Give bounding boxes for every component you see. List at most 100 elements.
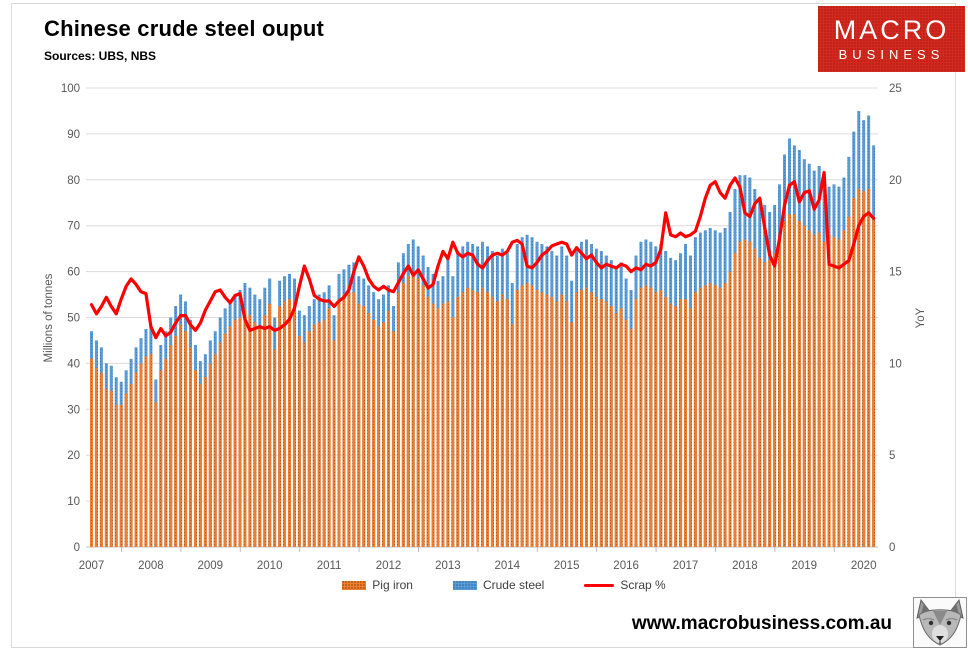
bar-pig-iron xyxy=(297,335,301,547)
bar-pig-iron xyxy=(129,384,133,547)
bar-pig-iron xyxy=(634,299,638,547)
axis-tick-label: 20 xyxy=(889,175,902,187)
pig-iron-swatch-icon xyxy=(342,580,367,590)
bar-pig-iron xyxy=(109,390,113,547)
bar-pig-iron xyxy=(461,292,465,547)
bar-pig-iron xyxy=(446,301,450,547)
bar-pig-iron xyxy=(90,358,93,547)
x-axis-year-label: 2014 xyxy=(495,560,521,572)
sources-note: Sources: UBS, NBS xyxy=(44,49,157,63)
bar-pig-iron xyxy=(669,303,673,547)
bar-pig-iron xyxy=(560,294,564,547)
axis-tick-label: 70 xyxy=(67,221,80,233)
bar-pig-iron xyxy=(347,292,351,547)
bar-pig-iron xyxy=(852,198,856,547)
bar-pig-iron xyxy=(193,370,197,547)
axis-tick-label: 0 xyxy=(889,542,895,554)
bar-pig-iron xyxy=(505,299,509,547)
bar-pig-iron xyxy=(144,356,148,547)
bar-pig-iron xyxy=(797,221,801,548)
bar-pig-iron xyxy=(832,237,836,548)
bar-pig-iron xyxy=(342,294,346,547)
x-axis-year-label: 2019 xyxy=(792,560,818,572)
bar-pig-iron xyxy=(184,331,188,547)
x-axis-year-label: 2011 xyxy=(317,560,342,572)
bar-pig-iron xyxy=(609,306,613,547)
bar-pig-iron xyxy=(382,322,386,547)
bar-pig-iron xyxy=(223,333,227,547)
logo-text-macro: MACRO xyxy=(833,15,950,46)
logo-text-business: BUSINESS xyxy=(838,46,945,62)
bar-pig-iron xyxy=(654,292,658,547)
legend-label: Pig iron xyxy=(372,578,413,592)
bar-pig-iron xyxy=(114,404,118,547)
bar-pig-iron xyxy=(357,303,361,547)
bar-pig-iron xyxy=(708,283,712,547)
x-axis-year-label: 2020 xyxy=(851,560,877,572)
bar-pig-iron xyxy=(322,319,326,547)
bar-pig-iron xyxy=(679,299,683,547)
bar-pig-iron xyxy=(258,326,262,547)
bar-pig-iron xyxy=(302,342,306,547)
bar-pig-iron xyxy=(723,283,727,547)
right-axis-title: YoY xyxy=(915,307,927,328)
axis-tick-label: 50 xyxy=(67,313,80,325)
bar-pig-iron xyxy=(555,301,559,547)
bar-pig-iron xyxy=(411,271,415,547)
x-axis-year-label: 2008 xyxy=(138,560,164,572)
bar-pig-iron xyxy=(268,303,272,547)
legend-item-pig-iron: Pig iron xyxy=(342,578,413,592)
bar-pig-iron xyxy=(283,301,287,547)
axis-tick-label: 10 xyxy=(889,358,902,370)
bar-pig-iron xyxy=(243,310,247,547)
bar-pig-iron xyxy=(174,335,178,547)
bar-pig-iron xyxy=(778,239,782,547)
bar-pig-iron xyxy=(396,292,400,547)
bar-pig-iron xyxy=(471,289,475,547)
axis-tick-label: 10 xyxy=(67,496,80,508)
bar-pig-iron xyxy=(525,283,529,547)
bar-pig-iron xyxy=(614,312,618,547)
bar-pig-iron xyxy=(728,271,732,547)
bar-pig-iron xyxy=(535,289,539,547)
bar-pig-iron xyxy=(377,326,381,547)
bar-pig-iron xyxy=(288,299,291,547)
bar-pig-iron xyxy=(827,234,831,547)
bar-pig-iron xyxy=(738,241,742,547)
bar-pig-iron xyxy=(273,349,277,547)
bar-pig-iron xyxy=(807,230,811,548)
bar-pig-iron xyxy=(431,303,435,547)
axis-tick-label: 5 xyxy=(889,450,895,462)
axis-tick-label: 100 xyxy=(61,83,80,95)
bar-pig-iron xyxy=(154,402,158,547)
bar-pig-iron xyxy=(169,345,173,547)
x-axis-year-label: 2015 xyxy=(554,560,580,572)
bar-pig-iron xyxy=(451,317,455,547)
bar-pig-iron xyxy=(292,303,296,547)
bar-pig-iron xyxy=(783,221,786,548)
x-axis-year-label: 2013 xyxy=(435,560,461,572)
bar-pig-iron xyxy=(312,324,316,547)
bar-pig-iron xyxy=(540,292,544,547)
bar-pig-iron xyxy=(500,294,504,547)
x-axis-year-label: 2012 xyxy=(376,560,402,572)
bar-pig-iron xyxy=(619,308,623,547)
bar-pig-iron xyxy=(476,292,480,547)
bar-pig-iron xyxy=(466,287,470,547)
bar-pig-iron xyxy=(802,225,806,547)
bar-pig-iron xyxy=(703,285,707,547)
bar-pig-iron xyxy=(332,340,336,547)
axis-tick-label: 80 xyxy=(67,175,80,187)
bar-pig-iron xyxy=(495,301,499,547)
bar-pig-iron xyxy=(149,354,153,547)
bar-pig-iron xyxy=(530,285,534,547)
bar-pig-iron xyxy=(124,393,128,547)
scrap-percent-line xyxy=(89,170,876,340)
bar-pig-iron xyxy=(164,358,168,547)
bar-pig-iron xyxy=(238,317,242,547)
bar-pig-iron xyxy=(718,287,722,547)
bar-pig-iron xyxy=(787,214,791,547)
bar-pig-iron xyxy=(203,377,207,547)
bar-pig-iron xyxy=(481,287,485,547)
